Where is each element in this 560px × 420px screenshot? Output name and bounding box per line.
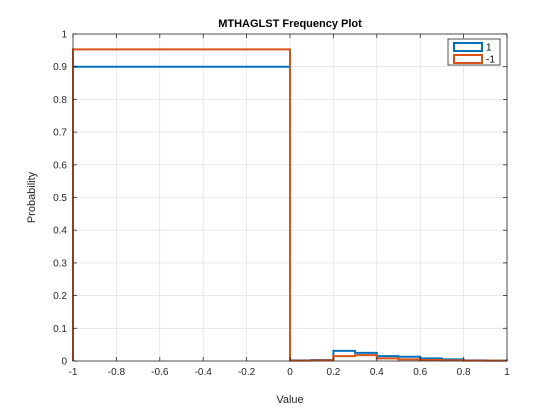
- y-tick-label: 0: [61, 357, 67, 368]
- y-tick-label: 0.2: [53, 291, 67, 302]
- y-tick-label: 0.8: [53, 95, 67, 106]
- y-tick-label: 0.7: [53, 128, 67, 139]
- axis-ticks: [72, 33, 508, 362]
- x-tick-label: 0.4: [370, 367, 384, 378]
- x-tick-label: 0.2: [326, 367, 340, 378]
- y-tick-label: 1: [61, 30, 67, 41]
- x-axis-label: Value: [276, 394, 303, 406]
- x-tick-label: 0.6: [413, 367, 427, 378]
- chart-title: MTHAGLST Frequency Plot: [218, 18, 362, 30]
- legend-entry-label: 1: [486, 43, 492, 54]
- y-tick-label: 0.3: [53, 258, 67, 269]
- y-tick-label: 0.4: [53, 226, 67, 237]
- tick-labels: -1 -0.8 -0.6 -0.4 -0.2 0 0.2 0.4 0.6 0.8 1 0 0.1 0.2 0…: [53, 30, 510, 379]
- x-tick-label: 1: [504, 367, 510, 378]
- legend-swatch: [453, 42, 483, 52]
- x-tick-label: 0.8: [457, 367, 471, 378]
- legend-swatch: [453, 54, 483, 64]
- y-tick-label: 0.1: [53, 324, 67, 335]
- legend: 1-1: [447, 38, 501, 66]
- x-tick-label: -1: [69, 367, 78, 378]
- legend-entry-label: -1: [486, 55, 495, 66]
- y-tick-label: 0.5: [53, 193, 67, 204]
- x-tick-label: 0: [287, 367, 293, 378]
- x-tick-label: -0.6: [151, 367, 169, 378]
- y-tick-label: 0.9: [53, 62, 67, 73]
- y-axis-label: Probability: [26, 171, 38, 223]
- x-tick-label: -0.4: [195, 367, 213, 378]
- x-tick-label: -0.8: [108, 367, 126, 378]
- y-tick-label: 0.6: [53, 160, 67, 171]
- x-tick-label: -0.2: [238, 367, 256, 378]
